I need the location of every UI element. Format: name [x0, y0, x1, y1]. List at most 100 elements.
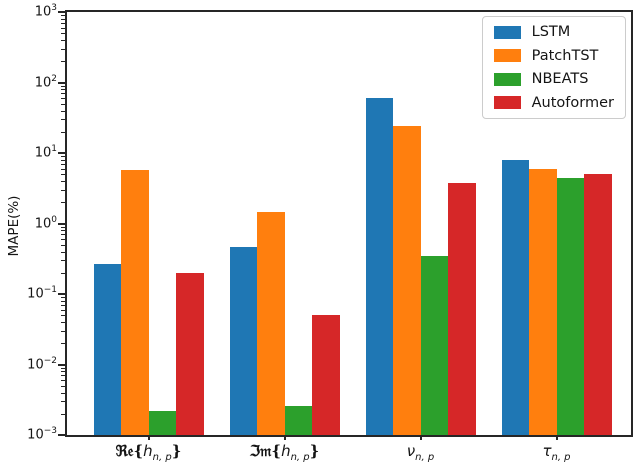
legend-item-autoformer: Autoformer: [493, 94, 614, 111]
bar-autoformer-1: [312, 315, 340, 435]
x-tick-label-1: ℑ𝔪{hn, p}: [249, 442, 320, 463]
y-major-tick: [58, 363, 65, 366]
bar-nbeats-2: [420, 255, 448, 435]
y-minor-tick: [61, 22, 65, 24]
plot-area: 103 102 101 100 10−1 10−2 10−3 ℜ𝔢{hn, p} ℑ𝔪{hn,…: [27, 4, 633, 463]
legend-item-nbeats: NBEATS: [493, 71, 614, 87]
y-minor-tick: [61, 375, 65, 377]
bar-patchtst-1: [257, 212, 285, 435]
bar-lstm-2: [365, 98, 393, 435]
y-minor-tick: [61, 163, 65, 165]
y-minor-tick: [61, 272, 65, 274]
y-minor-tick: [61, 181, 65, 183]
x-tick-mark: [147, 435, 150, 440]
y-minor-tick: [61, 300, 65, 302]
y-tick-label: 100: [34, 214, 57, 231]
y-major-tick: [58, 222, 65, 225]
y-minor-tick: [61, 401, 65, 403]
y-minor-tick: [61, 239, 65, 241]
bar-lstm-1: [229, 246, 257, 435]
legend-label: PatchTST: [531, 47, 599, 64]
lstm-swatch-icon: [493, 25, 521, 39]
legend-label: LSTM: [531, 24, 571, 40]
y-minor-tick: [61, 380, 65, 382]
y-minor-tick: [61, 48, 65, 50]
y-minor-tick: [61, 93, 65, 95]
y-minor-tick: [61, 367, 65, 369]
legend-item-lstm: LSTM: [493, 24, 614, 40]
y-minor-tick: [61, 202, 65, 204]
y-minor-tick: [61, 18, 65, 20]
y-major-tick: [58, 81, 65, 84]
y-minor-tick: [61, 159, 65, 161]
bar-nbeats-3: [556, 178, 584, 435]
autoformer-swatch-icon: [493, 96, 521, 110]
y-minor-tick: [61, 33, 65, 35]
bar-patchtst-3: [529, 168, 557, 435]
y-minor-tick: [61, 343, 65, 345]
bar-lstm-0: [93, 263, 121, 435]
y-tick-label: 101: [34, 144, 57, 161]
x-tick-mark: [283, 435, 286, 440]
bar-lstm-3: [501, 159, 529, 435]
x-tick-mark: [555, 435, 558, 440]
y-tick-label: 10−1: [27, 285, 57, 302]
y-minor-tick: [61, 230, 65, 232]
y-minor-tick: [61, 119, 65, 121]
legend-label: Autoformer: [531, 94, 614, 111]
y-minor-tick: [61, 98, 65, 100]
y-minor-tick: [61, 392, 65, 394]
y-minor-tick: [61, 89, 65, 91]
x-tick-label-2: νn, p: [406, 442, 435, 463]
y-minor-tick: [61, 189, 65, 191]
y-tick-label: 10−2: [27, 355, 57, 372]
y-major-tick: [58, 152, 65, 154]
bar-nbeats-0: [148, 410, 176, 435]
y-minor-tick: [61, 174, 65, 176]
y-minor-tick: [61, 371, 65, 373]
bar-patchtst-0: [121, 169, 149, 435]
x-tick-mark: [419, 435, 422, 440]
y-minor-tick: [61, 244, 65, 246]
legend-label: NBEATS: [531, 71, 589, 87]
y-minor-tick: [61, 110, 65, 112]
nbeats-swatch-icon: [493, 72, 521, 86]
y-major-tick: [58, 434, 65, 436]
y-major-tick: [58, 293, 65, 295]
y-minor-tick: [61, 297, 65, 299]
y-tick-label: 102: [34, 73, 57, 90]
y-minor-tick: [61, 309, 65, 311]
x-tick-label-3: τn, p: [542, 442, 571, 463]
y-major-tick: [58, 11, 65, 13]
y-minor-tick: [61, 226, 65, 228]
y-minor-tick: [61, 304, 65, 306]
legend-item-patchtst: PatchTST: [493, 47, 614, 64]
y-minor-tick: [61, 168, 65, 170]
y-minor-tick: [61, 40, 65, 42]
y-minor-tick: [61, 15, 65, 17]
x-tick-label-0: ℜ𝔢{hn, p}: [115, 442, 182, 463]
legend: LSTM PatchTST NBEATS Autoformer: [481, 16, 626, 119]
y-minor-tick: [61, 260, 65, 262]
y-minor-tick: [61, 315, 65, 317]
y-minor-tick: [61, 103, 65, 105]
y-minor-tick: [61, 234, 65, 236]
y-minor-tick: [61, 385, 65, 387]
bar-autoformer-3: [584, 174, 612, 435]
bar-autoformer-2: [448, 182, 476, 435]
y-minor-tick: [61, 131, 65, 133]
y-tick-label: 103: [34, 3, 57, 20]
y-minor-tick: [61, 27, 65, 29]
y-minor-tick: [61, 330, 65, 332]
y-minor-tick: [61, 322, 65, 324]
y-tick-label: 10−3: [27, 426, 57, 443]
y-minor-tick: [61, 156, 65, 158]
bar-patchtst-2: [393, 126, 421, 435]
bar-autoformer-0: [176, 272, 204, 435]
bar-nbeats-1: [284, 405, 312, 435]
patchtst-swatch-icon: [493, 49, 521, 63]
y-minor-tick: [61, 251, 65, 253]
y-minor-tick: [61, 61, 65, 63]
y-minor-tick: [61, 85, 65, 87]
